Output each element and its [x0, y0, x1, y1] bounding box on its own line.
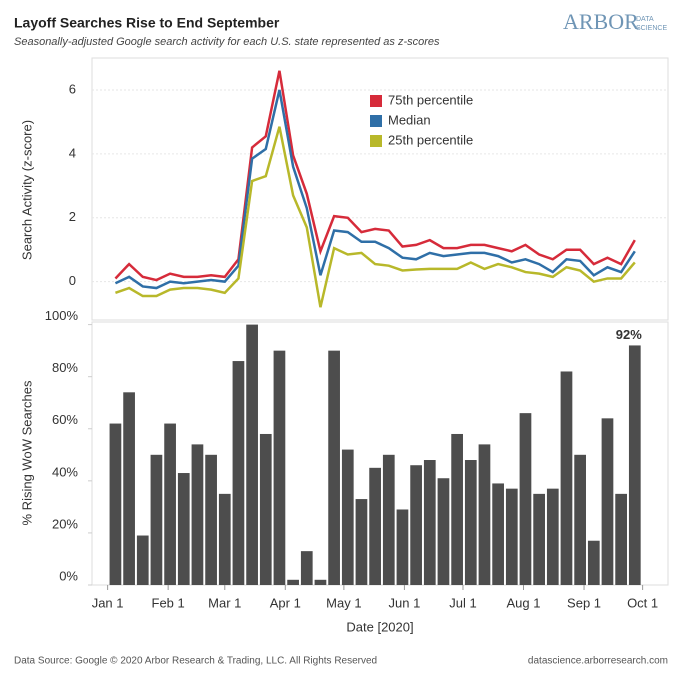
y-axis-title: Search Activity (z-score): [19, 120, 34, 260]
bar: [382, 454, 395, 585]
x-tick-label: Apr 1: [270, 595, 301, 610]
bar: [574, 454, 586, 585]
bar: [451, 433, 463, 585]
x-axis-title: Date [2020]: [346, 619, 413, 634]
data-label: 92%: [616, 327, 642, 342]
y-axis-title: % Rising WoW Searches: [19, 380, 34, 525]
legend-label: 75th percentile: [388, 92, 473, 107]
y-tick-label: 60%: [52, 412, 78, 427]
line-series: [114, 70, 636, 282]
x-tick-label: Oct 1: [627, 595, 658, 610]
chart-title: Layoff Searches Rise to End September: [14, 15, 280, 31]
bar: [150, 454, 163, 585]
bar: [232, 361, 245, 585]
bar: [164, 423, 176, 585]
bar: [314, 579, 327, 585]
y-tick-label: 6: [69, 81, 76, 96]
bar: [396, 509, 409, 585]
x-tick-label: Jul 1: [449, 595, 476, 610]
x-tick-label: May 1: [326, 595, 361, 610]
x-tick-label: Jun 1: [389, 595, 421, 610]
logo-sub: SCIENCE: [636, 25, 667, 32]
bar: [437, 478, 450, 585]
legend-swatch: [370, 95, 382, 107]
bar: [410, 465, 422, 585]
footer-url: datascience.arborresearch.com: [528, 656, 668, 667]
bar: [300, 551, 313, 585]
bar: [218, 493, 231, 585]
bar: [177, 473, 190, 585]
y-tick-label: 80%: [52, 360, 78, 375]
bar: [273, 350, 286, 585]
bar: [259, 433, 272, 585]
bar: [328, 350, 340, 585]
bar: [519, 413, 532, 585]
bar: [369, 467, 381, 585]
bar: [246, 324, 258, 585]
y-tick-label: 2: [69, 209, 76, 224]
legend-label: 25th percentile: [388, 132, 473, 147]
logo-sub: DATA: [636, 16, 654, 23]
bar: [136, 535, 149, 585]
bar: [546, 488, 559, 585]
footer-source: Data Source: Google © 2020 Arbor Researc…: [14, 656, 377, 667]
bar: [355, 499, 368, 585]
y-tick-label: 4: [69, 145, 76, 160]
y-tick-label: 0%: [59, 568, 78, 583]
bar: [615, 493, 627, 585]
chart-subtitle: Seasonally-adjusted Google search activi…: [14, 36, 440, 48]
x-tick-label: Feb 1: [152, 595, 185, 610]
bar: [587, 540, 600, 585]
y-tick-label: 100%: [45, 308, 79, 323]
line-series: [114, 89, 636, 290]
x-tick-label: Sep 1: [567, 595, 601, 610]
bar: [191, 444, 204, 585]
legend-swatch: [370, 115, 382, 127]
bar: [205, 454, 217, 585]
bar: [492, 483, 504, 585]
y-tick-label: 40%: [52, 464, 78, 479]
bar: [478, 444, 491, 585]
y-tick-label: 0: [69, 273, 76, 288]
x-tick-label: Aug 1: [507, 595, 541, 610]
bar: [533, 493, 545, 585]
bar: [560, 371, 573, 585]
bar: [341, 449, 354, 585]
bar: [464, 460, 477, 585]
y-tick-label: 20%: [52, 516, 78, 531]
bar: [123, 392, 135, 585]
bar: [423, 460, 436, 585]
legend-swatch: [370, 135, 382, 147]
bar: [287, 579, 299, 585]
legend-label: Median: [388, 112, 431, 127]
line-series: [115, 126, 636, 308]
bar: [109, 423, 122, 585]
bar: [628, 345, 641, 585]
x-tick-label: Mar 1: [208, 595, 241, 610]
logo: ARBOR: [563, 9, 639, 34]
bar: [601, 418, 614, 585]
panel-frame: [91, 57, 669, 321]
bar: [505, 488, 518, 585]
x-tick-label: Jan 1: [92, 595, 124, 610]
